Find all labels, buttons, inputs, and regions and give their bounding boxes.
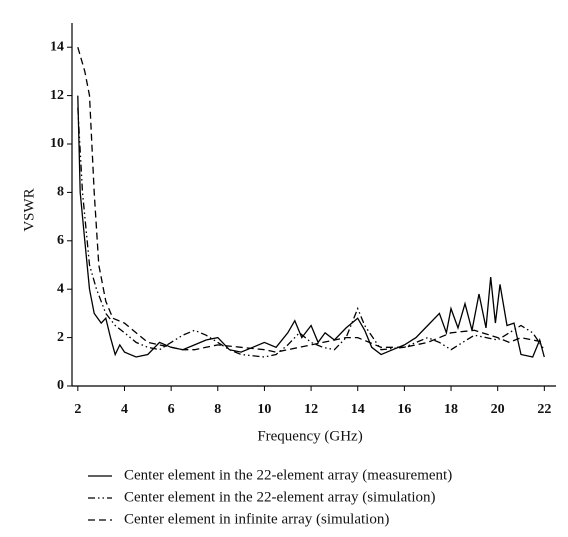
y-tick-label: 10 bbox=[50, 136, 64, 151]
x-tick-label: 6 bbox=[168, 402, 175, 417]
y-tick-label: 4 bbox=[57, 281, 64, 296]
series-line bbox=[77, 95, 545, 358]
x-tick-label: 18 bbox=[444, 402, 458, 417]
y-tick-label: 2 bbox=[57, 330, 64, 345]
x-tick-label: 10 bbox=[257, 402, 271, 417]
y-tick-label: 8 bbox=[57, 185, 64, 200]
x-tick-label: 14 bbox=[351, 402, 365, 417]
y-tick-label: 14 bbox=[50, 39, 64, 54]
x-tick-label: 22 bbox=[537, 402, 551, 417]
x-tick-label: 12 bbox=[304, 402, 318, 417]
y-axis-label: VSWR bbox=[21, 188, 37, 231]
y-tick-label: 6 bbox=[57, 233, 64, 248]
legend-label: Center element in the 22-element array (… bbox=[124, 467, 452, 483]
x-tick-label: 2 bbox=[74, 402, 81, 417]
x-tick-label: 20 bbox=[491, 402, 505, 417]
x-tick-label: 16 bbox=[397, 402, 411, 417]
legend-label: Center element in the 22-element array (… bbox=[124, 489, 436, 505]
x-tick-label: 8 bbox=[214, 402, 221, 417]
y-tick-label: 12 bbox=[50, 88, 64, 103]
series-line bbox=[77, 47, 545, 353]
y-tick-label: 0 bbox=[57, 378, 64, 393]
series-line bbox=[77, 107, 545, 358]
x-axis-label: Frequency (GHz) bbox=[257, 428, 362, 444]
x-tick-label: 4 bbox=[121, 402, 128, 417]
legend-label: Center element in infinite array (simula… bbox=[124, 511, 389, 527]
